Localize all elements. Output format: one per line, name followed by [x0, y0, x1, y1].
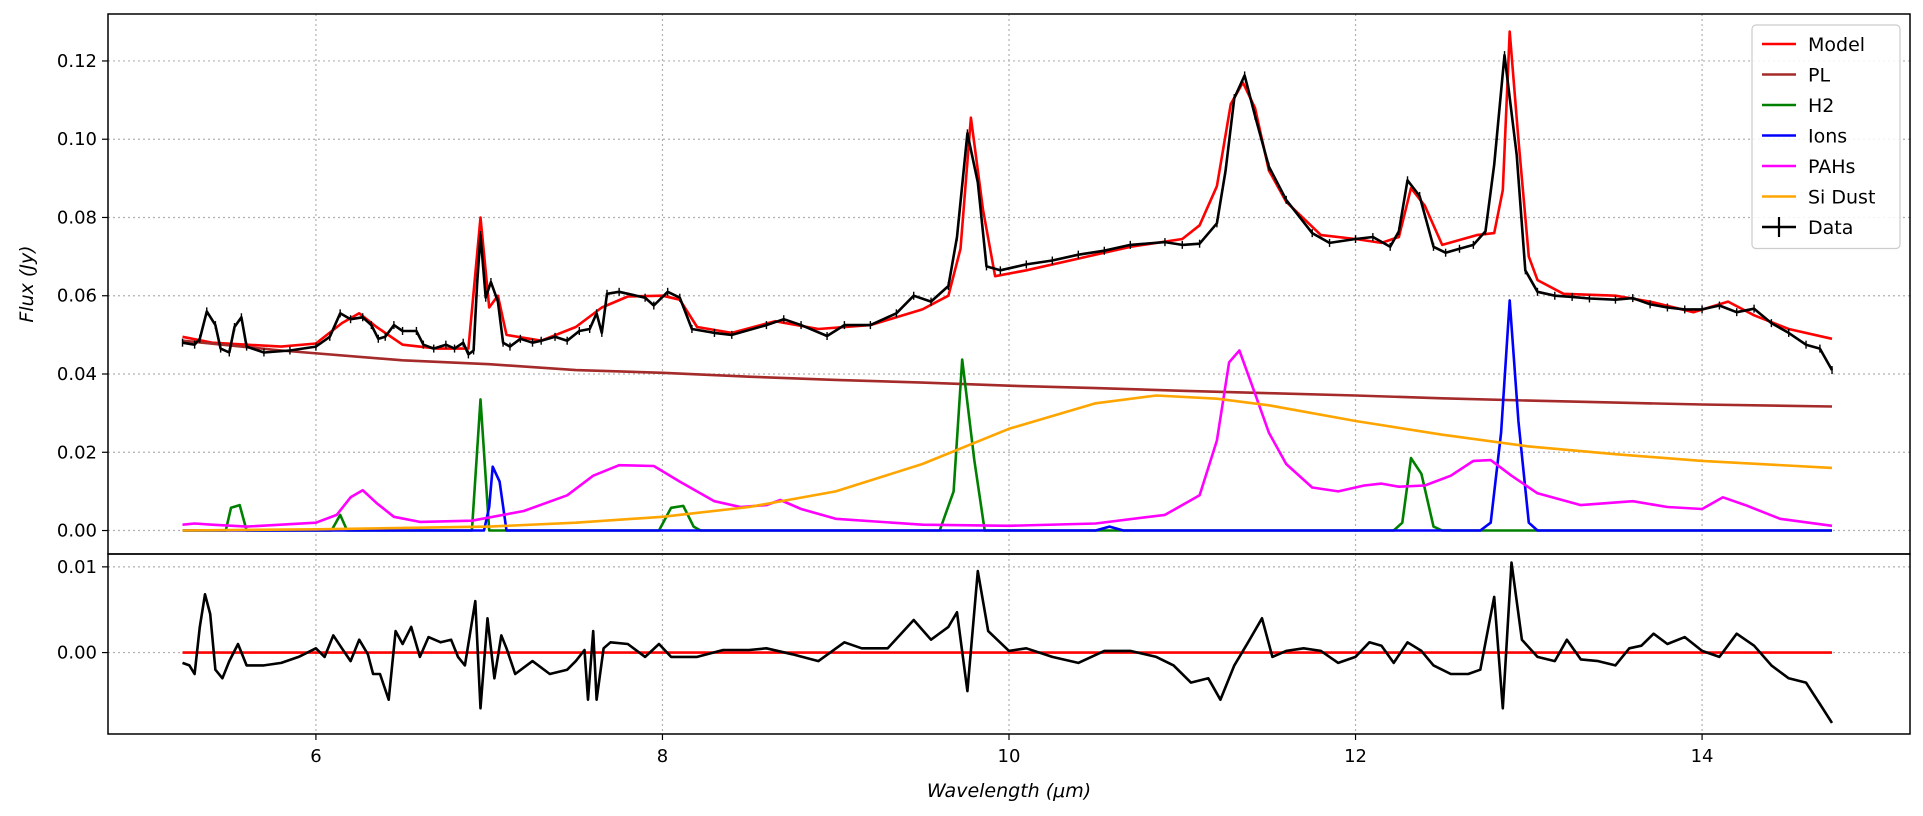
main-y-tick-label: 0.06 — [57, 286, 97, 307]
series-si-dust-line — [182, 394, 1833, 532]
legend-label-ions: Ions — [1808, 126, 1847, 148]
series-pl-line — [182, 339, 1833, 408]
x-tick-label: 12 — [1344, 746, 1367, 767]
residual-series-group — [182, 561, 1834, 724]
series-model-line — [182, 30, 1833, 350]
main-y-tick-label: 0.00 — [57, 521, 97, 542]
x-tick-label: 14 — [1691, 746, 1714, 767]
series-ions-line — [182, 299, 1832, 532]
legend-label-data: Data — [1808, 217, 1853, 239]
x-tick-label: 8 — [657, 746, 668, 767]
y-axis-label: Flux (Jy) — [16, 245, 38, 322]
main-series-group — [181, 30, 1834, 532]
legend: Model PL H2 Ions PAHs Si Dust Data — [1751, 24, 1901, 250]
main-y-tick-label: 0.04 — [57, 364, 97, 385]
series-data-line — [182, 53, 1834, 371]
residual-y-tick-label: 0.00 — [57, 643, 97, 664]
residual-residual-line — [182, 561, 1834, 724]
main-y-tick-label: 0.08 — [57, 207, 97, 228]
main-y-tick-label: 0.02 — [57, 442, 97, 463]
legend-label-si-dust: Si Dust — [1808, 187, 1875, 209]
x-axis-label: Wavelength (μm) — [927, 780, 1091, 802]
residual-y-tick-label: 0.01 — [57, 557, 97, 578]
main-y-tick-label: 0.10 — [57, 129, 97, 150]
legend-label-pahs: PAHs — [1808, 156, 1855, 178]
legend-label-model: Model — [1808, 34, 1865, 56]
tick-marks: 6 8 10 12 14 0.00 0.02 0.04 0.06 0.08 0.10 0.12 0.00… — [57, 51, 1714, 767]
legend-label-pl: PL — [1808, 65, 1830, 87]
legend-box — [1751, 24, 1901, 250]
x-tick-label: 10 — [998, 746, 1021, 767]
x-tick-label: 6 — [310, 746, 321, 767]
series-pahs-line — [182, 349, 1833, 528]
legend-label-h2: H2 — [1808, 95, 1834, 117]
main-y-tick-label: 0.12 — [57, 51, 97, 72]
